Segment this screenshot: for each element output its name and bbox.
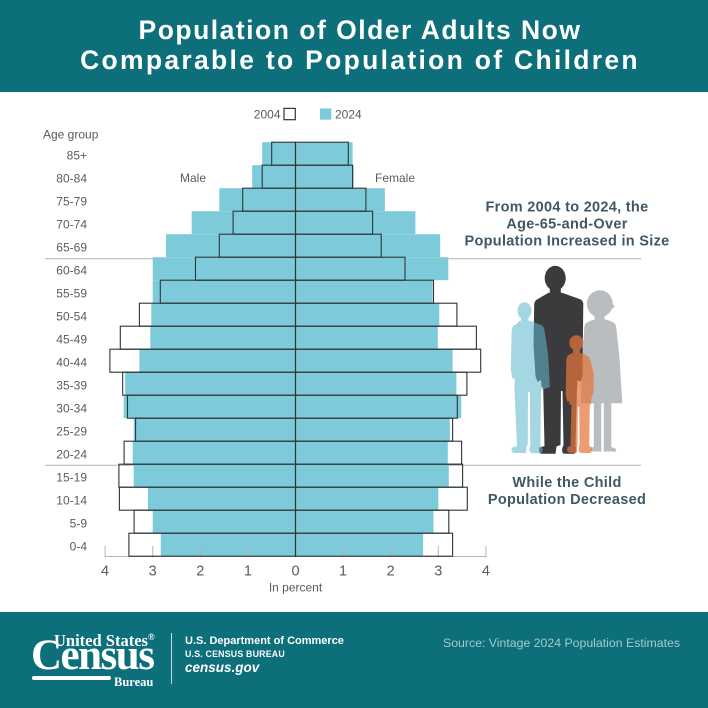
svg-text:75-79: 75-79 [56, 195, 87, 209]
svg-text:4: 4 [482, 564, 490, 580]
svg-text:70-74: 70-74 [56, 218, 87, 232]
svg-text:3: 3 [149, 564, 157, 580]
svg-text:Population Decreased: Population Decreased [488, 492, 646, 508]
svg-text:2: 2 [387, 564, 395, 580]
svg-text:85+: 85+ [67, 149, 87, 163]
svg-text:0-4: 0-4 [70, 540, 88, 554]
svg-text:40-44: 40-44 [56, 356, 87, 370]
svg-text:4: 4 [101, 564, 109, 580]
svg-text:1: 1 [244, 564, 252, 580]
svg-text:35-39: 35-39 [56, 379, 87, 393]
svg-text:0: 0 [291, 564, 299, 580]
svg-text:Population Increased in Size: Population Increased in Size [465, 234, 670, 250]
svg-text:50-54: 50-54 [56, 310, 87, 324]
svg-text:Female: Female [375, 171, 415, 185]
svg-text:3: 3 [434, 564, 442, 580]
svg-text:From 2004 to 2024, the: From 2004 to 2024, the [486, 200, 649, 216]
svg-text:60-64: 60-64 [56, 264, 87, 278]
svg-text:55-59: 55-59 [56, 287, 87, 301]
svg-text:2: 2 [196, 564, 204, 580]
svg-text:In percent: In percent [269, 581, 323, 595]
svg-text:2024: 2024 [335, 108, 362, 122]
svg-text:1: 1 [339, 564, 347, 580]
svg-text:While the Child: While the Child [512, 475, 621, 491]
svg-text:5-9: 5-9 [70, 517, 88, 531]
svg-text:45-49: 45-49 [56, 333, 87, 347]
svg-text:65-69: 65-69 [56, 241, 87, 255]
svg-text:10-14: 10-14 [56, 494, 87, 508]
svg-text:Age group: Age group [43, 128, 99, 142]
svg-text:20-24: 20-24 [56, 448, 87, 462]
svg-text:25-29: 25-29 [56, 425, 87, 439]
svg-text:Age-65-and-Over: Age-65-and-Over [506, 217, 627, 233]
svg-text:2004: 2004 [254, 108, 281, 122]
svg-text:Male: Male [180, 171, 206, 185]
svg-text:80-84: 80-84 [56, 172, 87, 186]
svg-text:15-19: 15-19 [56, 471, 87, 485]
svg-text:30-34: 30-34 [56, 402, 87, 416]
